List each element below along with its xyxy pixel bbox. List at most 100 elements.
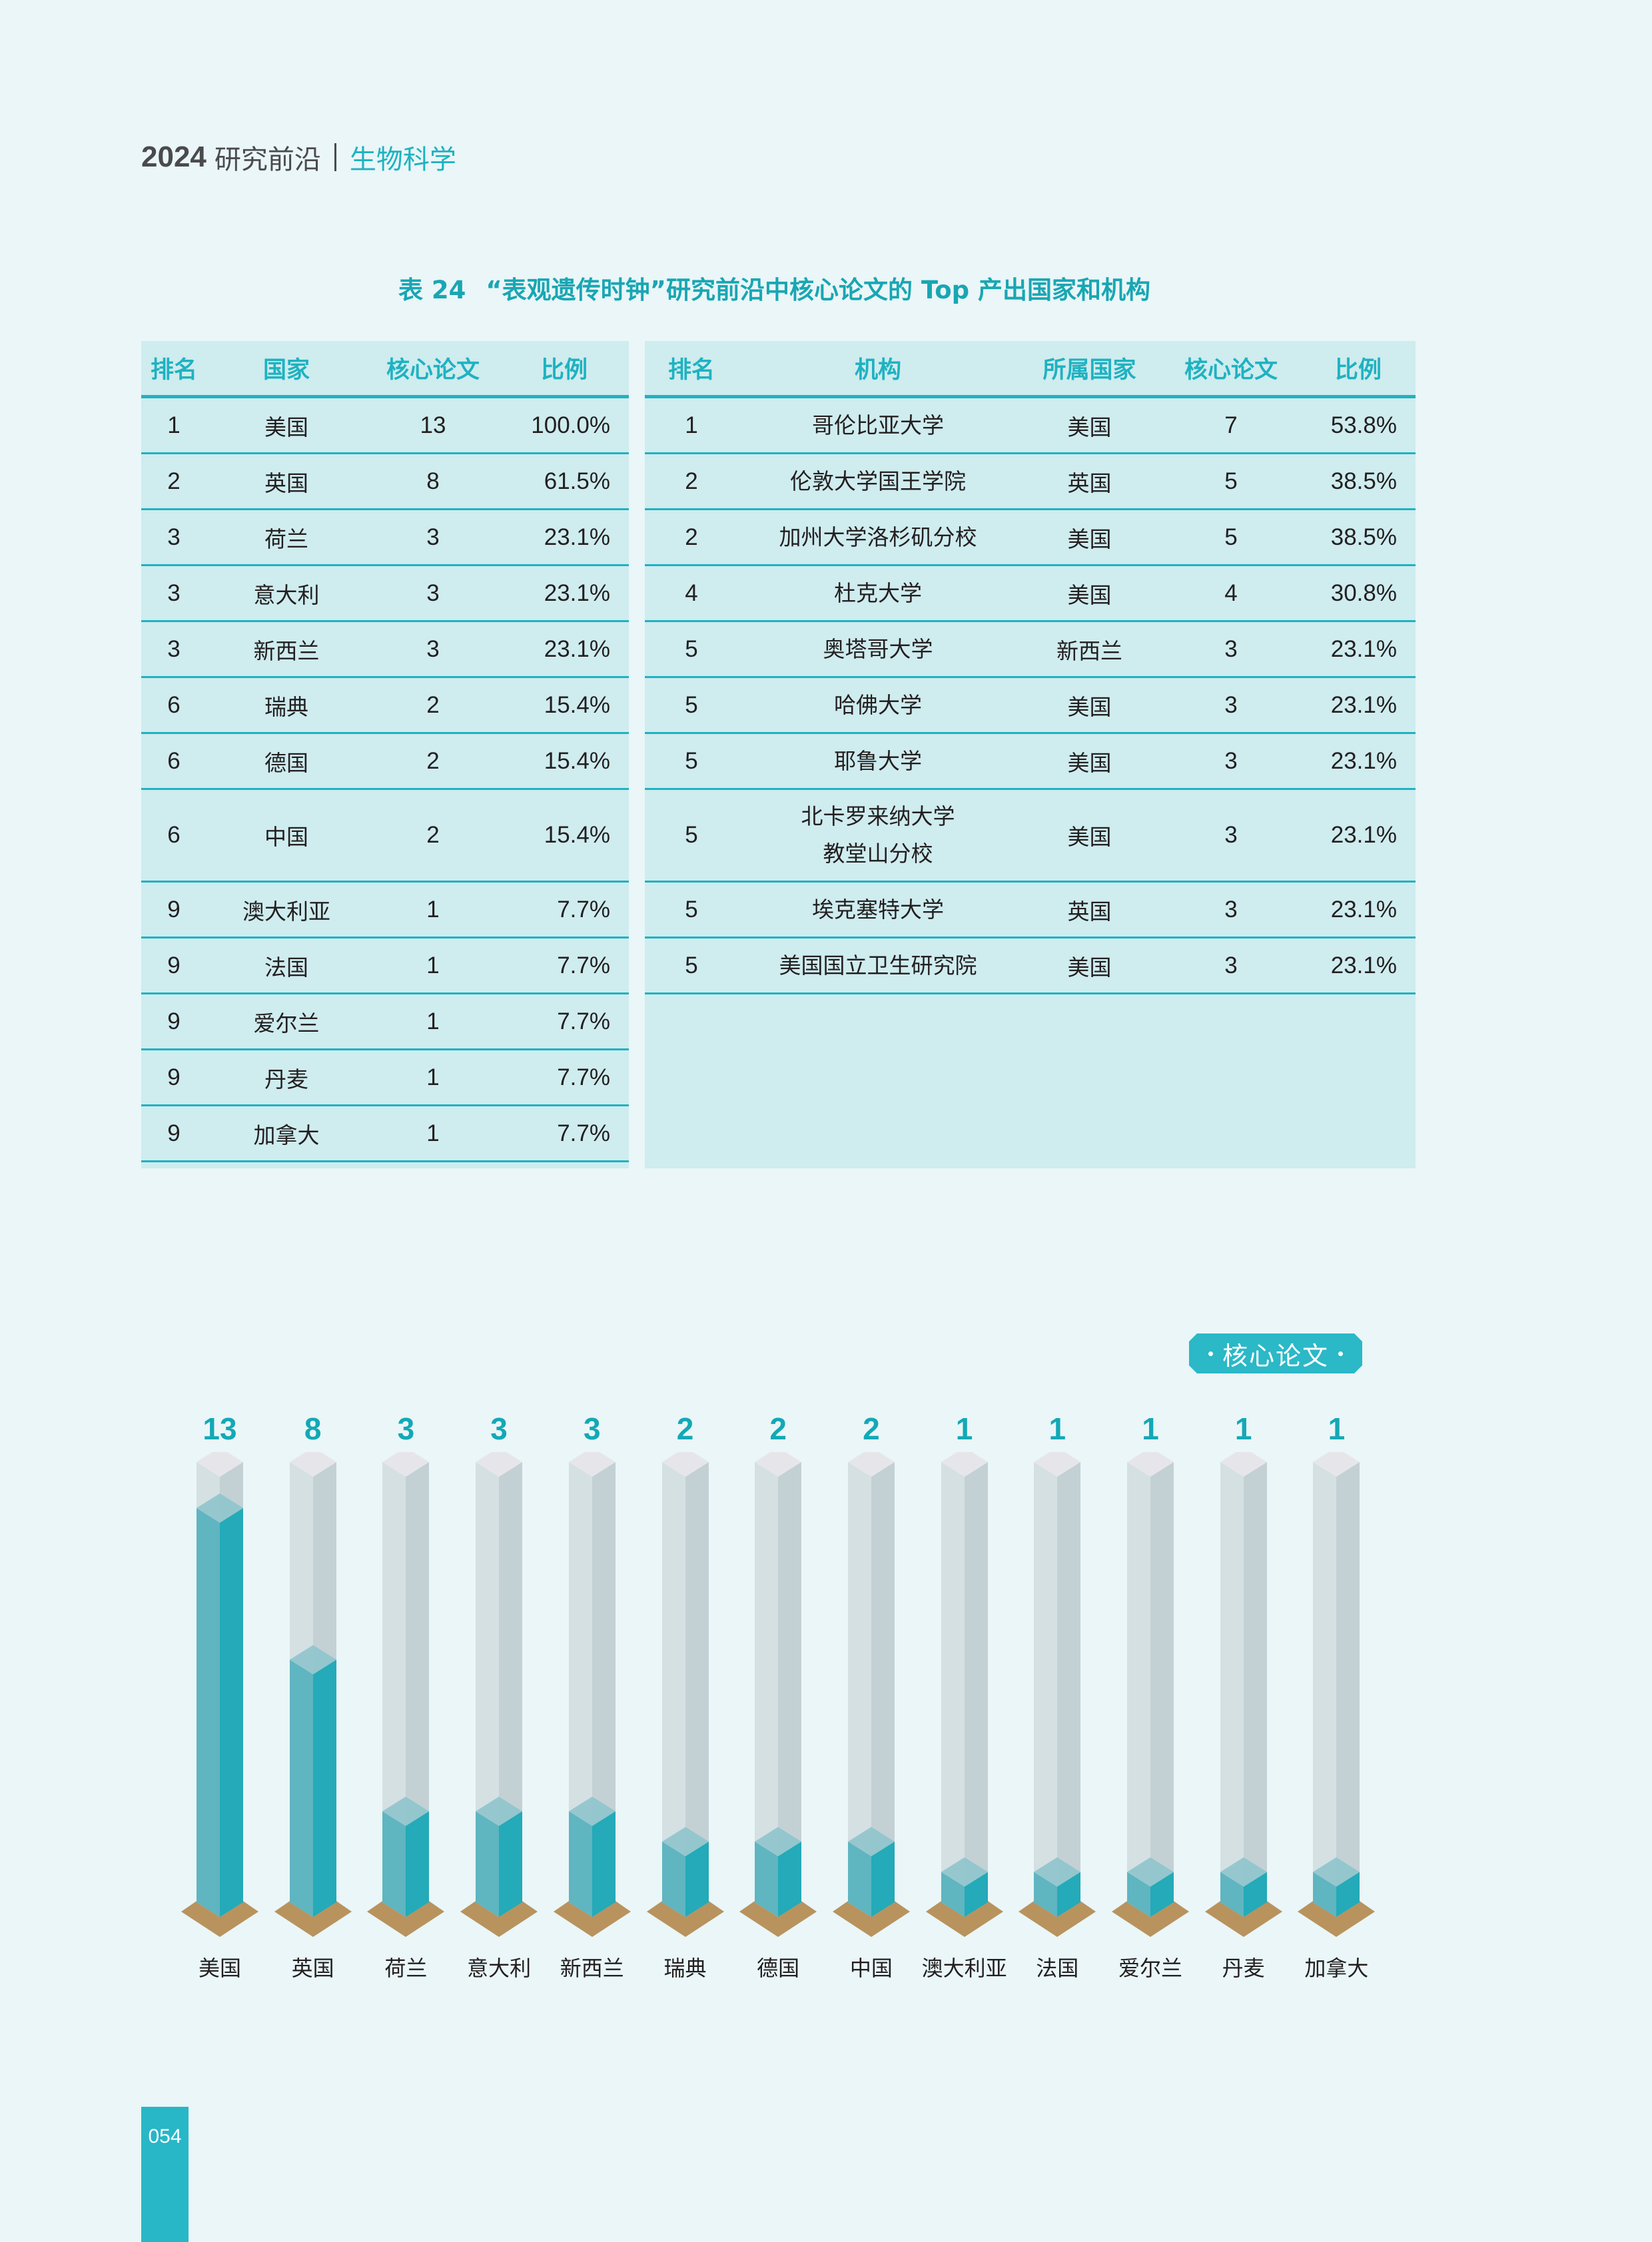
rank-cell: 2 — [141, 453, 206, 510]
table-caption-title: “表观遗传时钟”研究前沿中核心论文的 Top 产出国家和机构 — [486, 276, 1150, 304]
share-cell: 7.7% — [500, 937, 629, 994]
rank-cell: 9 — [141, 1105, 206, 1162]
column-header-papers: 核心论文 — [1161, 341, 1301, 398]
country-cell: 新西兰 — [206, 621, 366, 678]
bar-column — [739, 1452, 817, 1937]
rank-cell: 9 — [141, 937, 206, 994]
country-cell: 美国 — [1018, 509, 1161, 566]
bar-value-label: 2 — [769, 1411, 787, 1446]
bar-column — [274, 1452, 352, 1937]
bar-column — [460, 1452, 538, 1937]
papers-cell: 1 — [366, 937, 500, 994]
rank-cell: 5 — [645, 881, 738, 938]
rank-cell: 9 — [141, 993, 206, 1050]
bar-value-label: 1 — [955, 1411, 973, 1446]
running-head: 2024 研究前沿 生物科学 — [141, 137, 456, 177]
rank-cell: 4 — [645, 565, 738, 622]
papers-cell: 13 — [366, 396, 500, 454]
papers-cell: 3 — [366, 509, 500, 566]
rank-cell: 1 — [645, 396, 738, 454]
rank-cell: 3 — [141, 621, 206, 678]
rank-cell: 9 — [141, 881, 206, 938]
rank-cell: 5 — [645, 937, 738, 994]
papers-cell: 3 — [366, 565, 500, 622]
table-row: 2 英国 8 61.5% — [141, 453, 629, 510]
country-cell: 美国 — [1018, 677, 1161, 734]
column-header-share: 比例 — [500, 341, 629, 398]
bar-category-label: 爱尔兰 — [1118, 1956, 1182, 1981]
rank-cell: 5 — [645, 621, 738, 678]
country-cell: 美国 — [1018, 733, 1161, 790]
institution-name-line2: 教堂山分校 — [823, 841, 933, 867]
table-row: 3 新西兰 3 23.1% — [141, 621, 629, 678]
institution-cell: 伦敦大学国王学院 — [738, 453, 1018, 510]
rank-cell: 2 — [645, 509, 738, 566]
bar-category-label: 法国 — [1036, 1956, 1079, 1981]
bar-column — [367, 1452, 445, 1937]
country-cell: 丹麦 — [206, 1049, 366, 1106]
share-cell: 38.5% — [1301, 453, 1416, 510]
institutions-table: 排名 机构 所属国家 核心论文 比例 1 哥伦比亚大学 美国 7 53.8% 2 伦敦大学国… — [645, 341, 1416, 1168]
share-cell: 15.4% — [500, 677, 629, 734]
bar-category-label: 美国 — [198, 1956, 241, 1981]
bar-value-label: 3 — [584, 1411, 601, 1446]
papers-cell: 1 — [366, 993, 500, 1050]
papers-cell: 2 — [366, 677, 500, 734]
bar-column — [1019, 1452, 1096, 1937]
page-number: 054 — [148, 2125, 182, 2147]
table-caption: 表 24 “表观遗传时钟”研究前沿中核心论文的 Top 产出国家和机构 — [0, 270, 1549, 306]
country-cell: 爱尔兰 — [206, 993, 366, 1050]
table-row: 5 奥塔哥大学 新西兰 3 23.1% — [645, 621, 1416, 678]
share-cell: 23.1% — [1301, 789, 1416, 883]
papers-cell: 1 — [366, 881, 500, 938]
table-row: 5 美国国立卫生研究院 美国 3 23.1% — [645, 937, 1416, 994]
bar-column — [832, 1452, 910, 1937]
rank-cell: 6 — [141, 733, 206, 790]
country-cell: 荷兰 — [206, 509, 366, 566]
papers-cell: 7 — [1161, 396, 1301, 454]
papers-cell: 3 — [1161, 937, 1301, 994]
share-cell: 61.5% — [500, 453, 629, 510]
country-cell: 英国 — [206, 453, 366, 510]
papers-cell: 3 — [1161, 677, 1301, 734]
rank-cell: 5 — [645, 789, 738, 883]
column-header-rank: 排名 — [645, 341, 738, 398]
bar-value-label: 2 — [863, 1411, 880, 1446]
papers-cell: 3 — [1161, 789, 1301, 883]
institution-cell: 哈佛大学 — [738, 677, 1018, 734]
bar-column — [1112, 1452, 1189, 1937]
institution-cell: 耶鲁大学 — [738, 733, 1018, 790]
table-row: 5 埃克塞特大学 英国 3 23.1% — [645, 881, 1416, 938]
running-head-divider — [334, 143, 336, 171]
share-cell: 23.1% — [1301, 881, 1416, 938]
table-row: 5 哈佛大学 美国 3 23.1% — [645, 677, 1416, 734]
table-caption-number: 表 24 — [398, 276, 466, 304]
table-row: 1 美国 13 100.0% — [141, 396, 629, 454]
bar-column — [181, 1452, 258, 1937]
share-cell: 23.1% — [1301, 677, 1416, 734]
table-row: 9 加拿大 1 7.7% — [141, 1105, 629, 1162]
rank-cell: 2 — [645, 453, 738, 510]
country-cell: 英国 — [1018, 881, 1161, 938]
country-cell: 意大利 — [206, 565, 366, 622]
institution-cell: 哥伦比亚大学 — [738, 396, 1018, 454]
country-cell: 法国 — [206, 937, 366, 994]
countries-table: 排名 国家 核心论文 比例 1 美国 13 100.0% 2 英国 8 61.5% 3 荷兰 3 23… — [141, 341, 629, 1168]
bar-category-label: 荷兰 — [384, 1956, 428, 1981]
bar-category-label: 意大利 — [467, 1956, 532, 1981]
institution-name: 北卡罗来纳大学 — [801, 803, 955, 829]
bar-category-label: 英国 — [291, 1956, 334, 1981]
bar-column — [646, 1452, 724, 1937]
rank-cell: 3 — [141, 565, 206, 622]
share-cell: 7.7% — [500, 881, 629, 938]
bar-category-label: 丹麦 — [1222, 1956, 1265, 1981]
table-row: 9 丹麦 1 7.7% — [141, 1049, 629, 1106]
share-cell: 23.1% — [1301, 733, 1416, 790]
country-cell: 澳大利亚 — [206, 881, 366, 938]
column-header-institution: 机构 — [738, 341, 1018, 398]
share-cell: 15.4% — [500, 733, 629, 790]
rank-cell: 6 — [141, 789, 206, 883]
institution-name: 哥伦比亚大学 — [812, 412, 944, 438]
column-header-share: 比例 — [1301, 341, 1416, 398]
running-head-series: 研究前沿 — [214, 145, 321, 175]
